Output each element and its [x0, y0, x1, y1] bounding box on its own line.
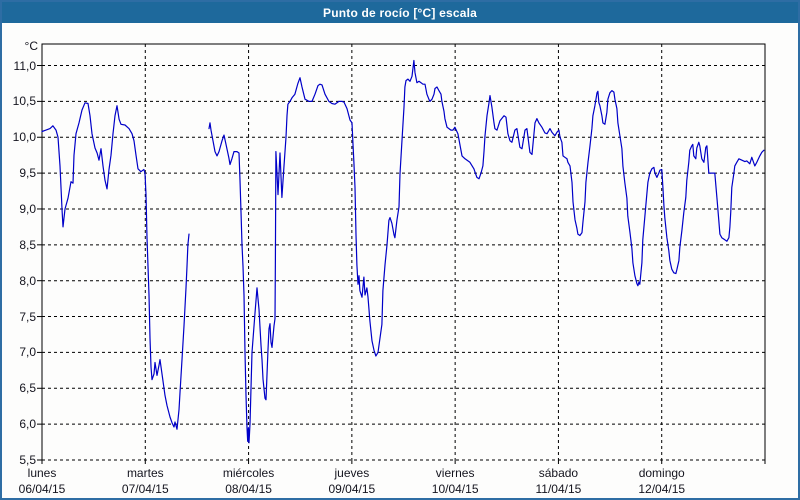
x-day-label: lunes — [27, 466, 57, 480]
dew-point-line — [41, 102, 190, 430]
x-date-label: 08/04/15 — [225, 482, 272, 496]
plot-border — [41, 43, 766, 460]
y-tick-label: 6,0 — [19, 417, 36, 432]
y-tick-label: 7,0 — [19, 345, 36, 360]
x-date-label: 12/04/15 — [638, 482, 686, 496]
y-tick-label: 5,5 — [19, 453, 36, 467]
chart-title: Punto de rocío [°C] escala — [322, 5, 478, 20]
x-date-label: 06/04/15 — [18, 482, 66, 496]
y-tick-label: 10,0 — [12, 130, 36, 145]
dew-point-line — [208, 59, 765, 444]
x-date-label: 09/04/15 — [328, 482, 376, 496]
y-tick-label: 9,5 — [19, 166, 36, 181]
x-day-label: miércoles — [222, 466, 275, 480]
x-date-label: 11/04/15 — [535, 482, 582, 496]
x-date-label: 07/04/15 — [121, 482, 169, 496]
y-tick-label: 8,5 — [19, 237, 36, 252]
y-tick-label: 8,0 — [19, 273, 36, 288]
y-tick-label: 10,5 — [12, 94, 36, 109]
y-tick-label: 11,0 — [13, 58, 36, 73]
y-tick-label: 9,0 — [19, 201, 36, 216]
x-day-label: martes — [126, 466, 164, 480]
x-day-label: jueves — [334, 466, 370, 480]
y-tick-label: 7,5 — [19, 309, 36, 324]
x-day-label: sábado — [538, 466, 579, 480]
title-bar: Punto de rocío [°C] escala — [2, 2, 798, 23]
x-day-label: domingo — [638, 466, 685, 480]
x-day-label: viernes — [435, 466, 475, 480]
y-tick-label: 6,5 — [19, 381, 36, 396]
x-date-label: 10/04/15 — [431, 482, 479, 496]
y-axis-unit-label: °C — [24, 39, 38, 53]
